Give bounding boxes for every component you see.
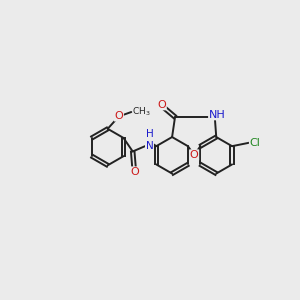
Text: Cl: Cl: [250, 138, 260, 148]
Text: O: O: [115, 111, 123, 121]
Text: O: O: [130, 167, 139, 177]
Text: H
N: H N: [146, 130, 153, 151]
Text: O: O: [158, 100, 166, 110]
Text: CH$_3$: CH$_3$: [132, 106, 151, 118]
Text: NH: NH: [209, 110, 226, 120]
Text: O: O: [190, 150, 199, 160]
